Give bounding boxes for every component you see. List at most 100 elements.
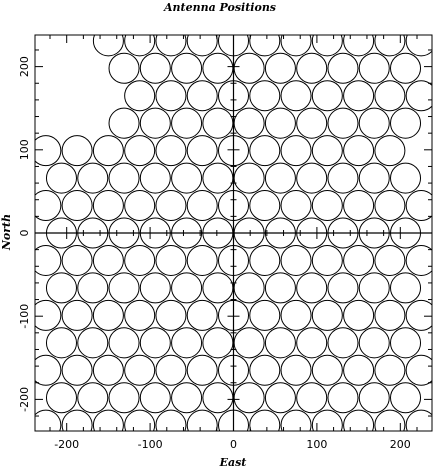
- antenna-marker: [374, 135, 406, 167]
- antenna-marker: [280, 299, 312, 331]
- y-tick-label: -100: [18, 304, 31, 329]
- antenna-marker: [249, 35, 281, 57]
- antenna-marker: [390, 382, 422, 414]
- antenna-marker: [92, 299, 124, 331]
- antenna-marker: [139, 382, 171, 414]
- antenna-marker: [390, 107, 422, 139]
- antenna-marker: [108, 52, 140, 84]
- antenna-marker: [405, 354, 432, 386]
- antenna-marker: [202, 107, 234, 139]
- antenna-marker: [77, 162, 109, 194]
- antenna-marker: [202, 162, 234, 194]
- antenna-marker: [405, 244, 432, 276]
- antenna-marker: [186, 244, 218, 276]
- antenna-marker: [124, 80, 156, 112]
- antenna-marker: [405, 80, 432, 112]
- antenna-marker: [311, 409, 343, 431]
- antenna-marker: [124, 354, 156, 386]
- antenna-marker: [264, 162, 296, 194]
- antenna-marker: [108, 107, 140, 139]
- antenna-marker: [264, 52, 296, 84]
- antenna-marker: [45, 272, 77, 304]
- y-tick-label: -200: [18, 387, 31, 412]
- antenna-marker: [390, 272, 422, 304]
- antenna-marker: [108, 327, 140, 359]
- antenna-marker: [358, 382, 390, 414]
- axis-tick-labels: -200 -100 0 100 200 -200 -100 0 100 200: [18, 56, 411, 451]
- zero-axes: [35, 35, 432, 431]
- antenna-marker: [280, 244, 312, 276]
- antenna-marker: [327, 52, 359, 84]
- antenna-marker: [296, 107, 328, 139]
- antenna-marker: [343, 409, 375, 431]
- antenna-marker: [358, 107, 390, 139]
- antenna-marker: [186, 80, 218, 112]
- antenna-marker: [405, 409, 432, 431]
- antenna-marker: [186, 35, 218, 57]
- antenna-marker: [233, 52, 265, 84]
- antenna-marker: [35, 299, 62, 331]
- antenna-marker: [296, 272, 328, 304]
- antenna-marker: [280, 190, 312, 222]
- x-tick-label: -200: [54, 438, 79, 451]
- antenna-marker: [35, 354, 62, 386]
- antenna-marker: [343, 244, 375, 276]
- antenna-marker: [233, 107, 265, 139]
- antenna-marker: [358, 327, 390, 359]
- antenna-marker: [124, 35, 156, 57]
- antenna-marker: [92, 244, 124, 276]
- antenna-marker: [233, 162, 265, 194]
- antenna-marker: [327, 382, 359, 414]
- antenna-marker: [311, 35, 343, 57]
- antenna-marker: [264, 327, 296, 359]
- antenna-marker: [77, 327, 109, 359]
- antenna-marker: [61, 135, 93, 167]
- antenna-marker: [35, 244, 62, 276]
- antenna-marker: [186, 354, 218, 386]
- antenna-marker: [171, 107, 203, 139]
- y-tick-label: 200: [18, 56, 31, 77]
- antenna-marker: [202, 382, 234, 414]
- antenna-marker: [343, 190, 375, 222]
- antenna-marker: [61, 299, 93, 331]
- antenna-marker: [124, 135, 156, 167]
- antenna-marker: [77, 382, 109, 414]
- antenna-marker: [202, 327, 234, 359]
- antenna-marker: [35, 190, 62, 222]
- antenna-marker: [61, 190, 93, 222]
- antenna-marker: [171, 162, 203, 194]
- y-axis-label: North: [0, 214, 13, 251]
- antenna-marker: [155, 354, 187, 386]
- antenna-marker: [280, 409, 312, 431]
- x-tick-label: 200: [390, 438, 411, 451]
- antenna-marker: [35, 409, 62, 431]
- x-tick-label: 100: [306, 438, 327, 451]
- antenna-marker: [171, 52, 203, 84]
- antenna-marker: [92, 409, 124, 431]
- antenna-marker: [155, 135, 187, 167]
- y-tick-label: 100: [18, 139, 31, 160]
- antenna-marker: [155, 35, 187, 57]
- antenna-marker: [280, 80, 312, 112]
- x-tick-label: -100: [138, 438, 163, 451]
- antenna-marker: [155, 80, 187, 112]
- antenna-marker: [124, 299, 156, 331]
- antenna-marker: [374, 80, 406, 112]
- antenna-marker: [61, 354, 93, 386]
- antenna-marker: [390, 327, 422, 359]
- antenna-marker: [45, 162, 77, 194]
- antenna-marker: [358, 272, 390, 304]
- antenna-marker: [171, 382, 203, 414]
- antenna-marker: [296, 382, 328, 414]
- antenna-marker: [202, 272, 234, 304]
- antenna-marker: [280, 35, 312, 57]
- antenna-marker: [249, 190, 281, 222]
- antenna-marker: [264, 107, 296, 139]
- antenna-marker: [343, 35, 375, 57]
- antenna-marker: [327, 272, 359, 304]
- antenna-marker: [77, 272, 109, 304]
- antenna-marker: [390, 162, 422, 194]
- antenna-marker: [233, 327, 265, 359]
- antenna-marker: [374, 354, 406, 386]
